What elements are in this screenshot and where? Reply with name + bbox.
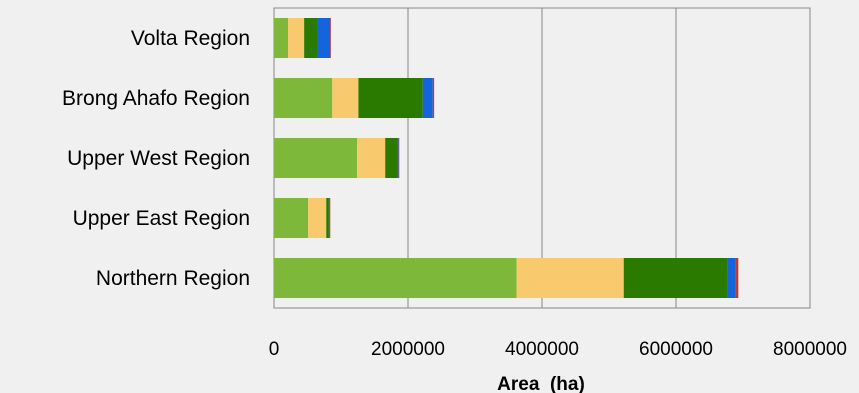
bar-segment [317, 18, 331, 58]
bar-segment [422, 78, 433, 118]
bar-segment [398, 138, 400, 178]
bar-segment [329, 198, 331, 238]
bar-segment [385, 138, 398, 178]
bar-segment [735, 258, 739, 298]
bar-segment [516, 258, 624, 298]
bar-segment [357, 138, 386, 178]
x-tick-label: 0 [269, 339, 280, 360]
bar-segment [623, 258, 728, 298]
bar-segment [727, 258, 736, 298]
x-tick-label: 6000000 [639, 339, 713, 360]
category-label: Upper East Region [73, 207, 250, 230]
category-labels: Volta Region Brong Ahafo Region Upper West… [62, 27, 250, 290]
x-tick-labels: 0 2000000 4000000 6000000 8000000 [269, 339, 847, 360]
x-axis-title: Area (ha) [497, 374, 585, 393]
x-tick-label: 2000000 [371, 339, 445, 360]
bar-segment [274, 78, 333, 118]
bar-segment [308, 198, 327, 238]
bar-segment [332, 78, 359, 118]
category-label: Upper West Region [67, 147, 250, 170]
category-label: Brong Ahafo Region [62, 87, 250, 110]
bar-segment [288, 18, 305, 58]
bar-segment [330, 18, 331, 58]
x-tick-label: 8000000 [773, 339, 847, 360]
bar-segment [397, 138, 399, 178]
category-label: Northern Region [96, 267, 250, 290]
bar-segment [274, 258, 517, 298]
bar-segment [432, 78, 435, 118]
bar-segment [328, 198, 330, 238]
bar-segment [274, 138, 358, 178]
bar-segment [358, 78, 423, 118]
x-tick-label: 4000000 [505, 339, 579, 360]
bar-segment [304, 18, 318, 58]
bar-segment [326, 198, 329, 238]
bars [274, 18, 739, 298]
bar-segment [274, 18, 289, 58]
category-label: Volta Region [131, 27, 250, 50]
bar-segment [274, 198, 309, 238]
